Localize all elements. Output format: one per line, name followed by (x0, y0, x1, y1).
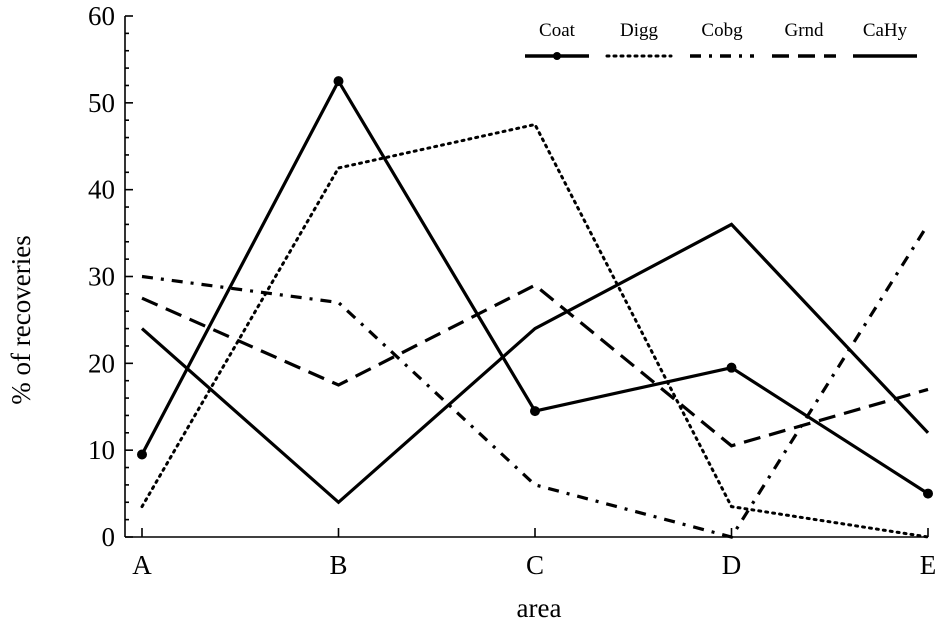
x-tick-label: E (920, 550, 937, 580)
legend-label-grnd: Grnd (784, 20, 824, 41)
series-line-cahy (140, 222, 930, 505)
data-point-coat (726, 362, 737, 373)
data-point-coat (137, 449, 147, 460)
legend-label-coat: Coat (539, 20, 576, 41)
y-axis-title: % of recoveries (6, 235, 36, 404)
x-axis-title: area (517, 593, 562, 623)
y-tick-label: 40 (88, 175, 115, 205)
data-point-coat (333, 76, 344, 87)
x-tick-label: C (526, 550, 544, 580)
plot-lines (137, 76, 933, 539)
series-line-digg (140, 122, 930, 539)
x-tick-label: D (722, 550, 742, 580)
y-tick-label: 50 (88, 88, 115, 118)
y-tick-label: 0 (102, 522, 116, 552)
y-tick-label: 30 (88, 262, 115, 292)
series-line-grnd (141, 283, 929, 448)
legend-label-digg: Digg (620, 20, 659, 41)
series-line-cobg (141, 223, 930, 539)
data-point-coat (530, 406, 540, 417)
y-tick-label: 20 (88, 348, 115, 378)
data-point-coat (923, 488, 933, 499)
x-tick-label: A (132, 550, 152, 580)
y-tick-label: 10 (88, 435, 115, 465)
legend-marker-coat (553, 52, 561, 60)
legend-label-cahy: CaHy (863, 20, 908, 41)
x-tick-label: B (329, 550, 347, 580)
legend-label-cobg: Cobg (701, 20, 743, 41)
y-tick-label: 60 (88, 1, 115, 31)
legend: Coat Digg Cobg Grnd CaHy (525, 20, 917, 60)
axes: 0 10 20 30 40 50 60 A B C D E (88, 1, 936, 580)
